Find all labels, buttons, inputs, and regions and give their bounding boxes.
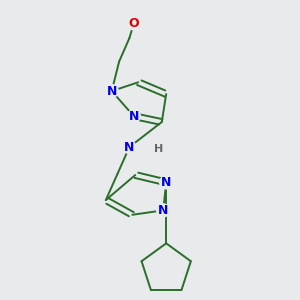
Circle shape <box>105 85 118 98</box>
Circle shape <box>127 17 140 30</box>
Circle shape <box>123 141 136 154</box>
Text: N: N <box>129 110 139 123</box>
Circle shape <box>157 204 170 217</box>
Circle shape <box>127 110 140 123</box>
Text: N: N <box>106 85 117 98</box>
Circle shape <box>160 176 173 189</box>
Text: N: N <box>161 176 171 189</box>
Text: H: H <box>154 143 164 154</box>
Text: N: N <box>158 204 168 217</box>
Text: N: N <box>124 141 135 154</box>
Text: O: O <box>128 17 139 30</box>
